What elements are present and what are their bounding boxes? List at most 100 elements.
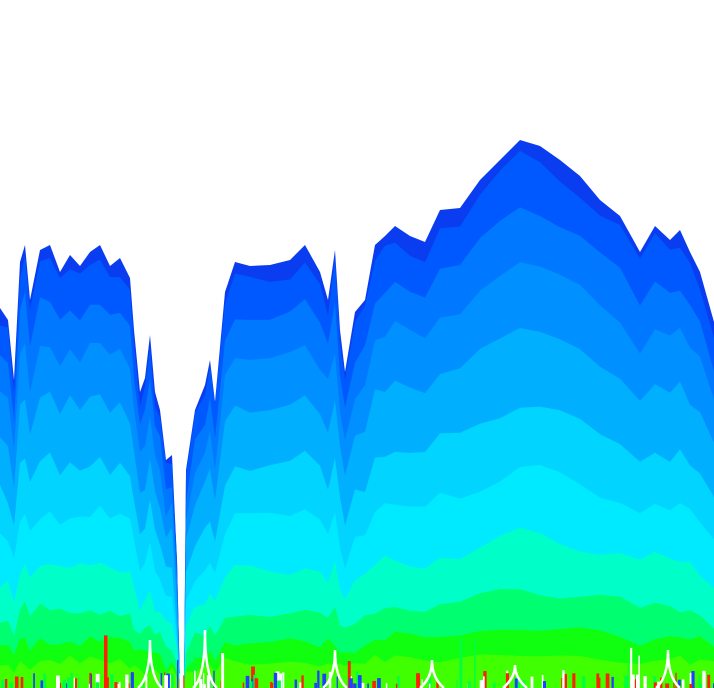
noise-spike xyxy=(95,673,100,688)
noise-spike xyxy=(530,676,534,688)
white-arch-spike xyxy=(419,659,445,688)
noise-spike xyxy=(251,679,255,688)
noise-spike xyxy=(242,682,245,688)
noise-spike xyxy=(110,674,114,688)
noise-spike xyxy=(517,680,521,688)
noise-spike xyxy=(630,647,633,688)
noise-spike xyxy=(349,678,353,688)
noise-spike xyxy=(653,682,657,688)
noise-spike xyxy=(282,672,285,688)
noise-spike xyxy=(361,682,365,688)
noise-spike xyxy=(199,679,203,688)
noise-spike xyxy=(273,672,278,688)
noise-spike xyxy=(250,681,253,688)
noise-spike xyxy=(202,684,206,688)
noise-spike xyxy=(336,676,338,688)
noise-spike xyxy=(221,653,225,688)
noise-spike xyxy=(377,678,381,688)
noise-spike xyxy=(562,670,565,688)
noise-spike xyxy=(611,676,614,688)
noise-spike xyxy=(177,659,179,688)
noise-spike xyxy=(474,638,476,688)
noise-spike xyxy=(493,682,496,688)
noise-spike xyxy=(691,671,695,688)
noise-spike xyxy=(77,677,79,688)
noise-spike xyxy=(541,674,544,688)
noise-spike xyxy=(104,635,108,688)
noise-spike xyxy=(95,682,100,688)
noise-spike xyxy=(605,673,610,688)
noise-spike xyxy=(125,674,129,688)
noise-spike xyxy=(73,677,75,688)
noise-spike xyxy=(689,672,692,688)
noise-spike xyxy=(40,680,44,688)
noise-spike xyxy=(428,677,432,688)
noise-spike xyxy=(372,680,376,688)
noise-spike xyxy=(643,676,647,688)
noise-spike xyxy=(638,655,640,688)
noise-spike xyxy=(70,673,73,688)
noise-spike xyxy=(636,674,640,688)
noise-spike xyxy=(89,672,92,688)
noise-spike xyxy=(689,683,693,688)
noise-spike xyxy=(653,676,657,688)
noise-spike xyxy=(118,681,121,688)
noise-spike xyxy=(479,680,484,688)
noise-spike xyxy=(160,673,163,688)
noise-spike xyxy=(627,662,629,688)
intensity-layer-10 xyxy=(0,654,714,688)
noise-spike xyxy=(171,673,174,688)
noise-spike xyxy=(117,684,119,688)
noise-spike xyxy=(63,679,66,688)
noise-spike xyxy=(251,666,255,688)
noise-spike xyxy=(203,673,205,688)
noise-spike xyxy=(317,670,320,688)
noise-spike xyxy=(322,673,327,688)
noise-spike xyxy=(707,674,711,688)
noise-spike xyxy=(631,674,635,688)
noise-spike xyxy=(314,682,317,688)
noise-spike xyxy=(145,675,148,688)
noise-spike xyxy=(467,681,471,688)
noise-spike xyxy=(459,637,463,688)
noise-spike xyxy=(179,673,183,688)
noise-spike xyxy=(483,676,485,688)
noise-spike xyxy=(271,682,274,688)
noise-spike xyxy=(277,680,281,688)
noise-spike xyxy=(114,682,118,688)
noise-spike xyxy=(634,679,636,688)
noise-spike xyxy=(421,679,423,688)
white-arch-spike xyxy=(322,649,348,688)
noise-spike xyxy=(15,676,19,688)
noise-spike xyxy=(367,683,369,688)
noise-spike xyxy=(581,676,586,688)
noise-spike xyxy=(572,673,576,688)
noise-spike xyxy=(74,678,78,688)
intensity-layers xyxy=(0,140,714,688)
noise-spike xyxy=(429,683,431,688)
noise-spike xyxy=(395,683,398,688)
noise-spike xyxy=(347,661,351,688)
noise-spike xyxy=(564,674,567,688)
noise-spike xyxy=(164,675,168,688)
noise-spike xyxy=(1,679,5,688)
white-arch-spike xyxy=(192,629,218,688)
noise-spike xyxy=(598,677,601,688)
noise-spike xyxy=(675,672,677,688)
noise-spike xyxy=(254,678,259,688)
noise-spike xyxy=(356,671,359,688)
noise-spike xyxy=(624,675,628,688)
noise-spike xyxy=(357,675,362,688)
noise-spike xyxy=(505,673,509,688)
noise-spike xyxy=(301,675,304,688)
noise-spike xyxy=(130,672,134,688)
noise-spike xyxy=(665,683,670,688)
noise-spike xyxy=(397,676,400,688)
noise-spike xyxy=(245,675,250,688)
noise-spike xyxy=(673,682,675,688)
white-arch-spike xyxy=(502,664,528,688)
noise-spike xyxy=(275,671,280,688)
noise-spike xyxy=(699,683,702,688)
noise-spike xyxy=(194,670,196,688)
